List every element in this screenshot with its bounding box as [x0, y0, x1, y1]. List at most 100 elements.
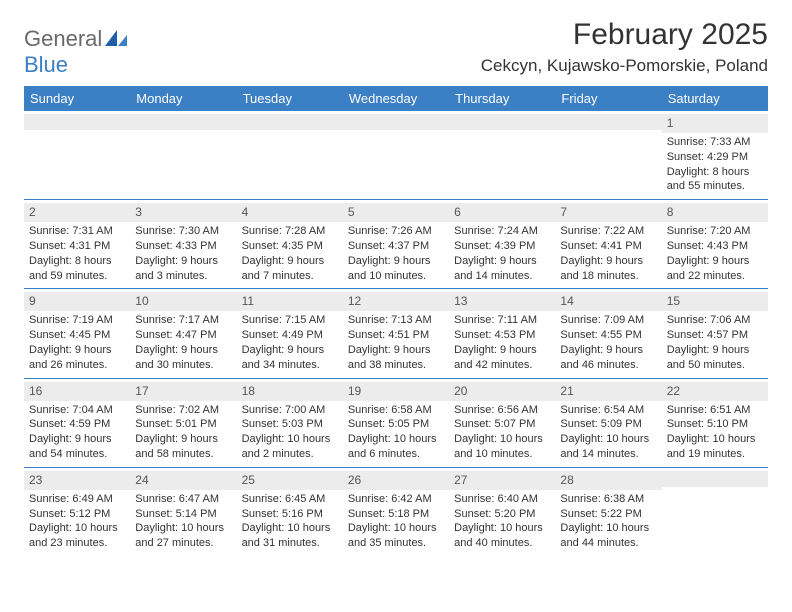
day-cell: 12Sunrise: 7:13 AMSunset: 4:51 PMDayligh… — [343, 289, 449, 377]
title-block: February 2025 Cekcyn, Kujawsko-Pomorskie… — [481, 18, 768, 76]
day-cell: 4Sunrise: 7:28 AMSunset: 4:35 PMDaylight… — [237, 200, 343, 288]
day-cell: 23Sunrise: 6:49 AMSunset: 5:12 PMDayligh… — [24, 468, 130, 556]
day-number-band: 10 — [130, 292, 236, 311]
sunrise-text: Sunrise: 7:13 AM — [348, 313, 444, 328]
daylight-text: Daylight: 9 hours and 7 minutes. — [242, 254, 338, 284]
day-number-band: 13 — [449, 292, 555, 311]
daylight-text: Daylight: 10 hours and 19 minutes. — [667, 432, 763, 462]
day-cell: 24 Sunrise: 6:47 AMSunset: 5:14 PMDayligh… — [130, 468, 236, 556]
day-cell: 11Sunrise: 7:15 AMSunset: 4:49 PMDayligh… — [237, 289, 343, 377]
day-number: 3 — [135, 205, 142, 219]
sunrise-text: Sunrise: 6:49 AM — [29, 492, 125, 507]
day-number-band: 25 — [237, 471, 343, 490]
sunrise-text: Sunrise: 7:09 AM — [560, 313, 656, 328]
empty-day-band — [24, 114, 130, 130]
sunrise-text: Sunrise: 7:20 AM — [667, 224, 763, 239]
day-number: 24 — [135, 473, 148, 487]
day-number-band: 3 — [130, 203, 236, 222]
day-cell: 25Sunrise: 6:45 AMSunset: 5:16 PMDayligh… — [237, 468, 343, 556]
day-cell: 22Sunrise: 6:51 AMSunset: 5:10 PMDayligh… — [662, 379, 768, 467]
day-number-band: 14 — [555, 292, 661, 311]
sunset-text: Sunset: 4:35 PM — [242, 239, 338, 254]
calendar-page: General Blue February 2025 Cekcyn, Kujaw… — [0, 0, 792, 556]
day-number: 12 — [348, 294, 361, 308]
sunset-text: Sunset: 4:45 PM — [29, 328, 125, 343]
header-row: General Blue February 2025 Cekcyn, Kujaw… — [24, 18, 768, 78]
sunset-text: Sunset: 4:31 PM — [29, 239, 125, 254]
sunrise-text: Sunrise: 7:02 AM — [135, 403, 231, 418]
day-number-band: 12 — [343, 292, 449, 311]
day-number: 9 — [29, 294, 36, 308]
sunrise-text: Sunrise: 7:24 AM — [454, 224, 550, 239]
day-cell: 28Sunrise: 6:38 AMSunset: 5:22 PMDayligh… — [555, 468, 661, 556]
daylight-text: Daylight: 8 hours and 55 minutes. — [667, 165, 763, 195]
day-number: 8 — [667, 205, 674, 219]
day-number-band: 11 — [237, 292, 343, 311]
sunset-text: Sunset: 5:05 PM — [348, 417, 444, 432]
sunrise-text: Sunrise: 7:26 AM — [348, 224, 444, 239]
daylight-text: Daylight: 10 hours and 35 minutes. — [348, 521, 444, 551]
sunset-text: Sunset: 5:16 PM — [242, 507, 338, 522]
day-cell — [237, 111, 343, 199]
daylight-text: Daylight: 9 hours and 18 minutes. — [560, 254, 656, 284]
day-cell — [555, 111, 661, 199]
sunset-text: Sunset: 4:51 PM — [348, 328, 444, 343]
sunset-text: Sunset: 4:53 PM — [454, 328, 550, 343]
day-cell: 27Sunrise: 6:40 AMSunset: 5:20 PMDayligh… — [449, 468, 555, 556]
day-number-band: 22 — [662, 382, 768, 401]
daylight-text: Daylight: 9 hours and 54 minutes. — [29, 432, 125, 462]
sunset-text: Sunset: 5:18 PM — [348, 507, 444, 522]
day-number-band: 2 — [24, 203, 130, 222]
dow-sat: Saturday — [662, 86, 768, 111]
daylight-text: Daylight: 10 hours and 14 minutes. — [560, 432, 656, 462]
day-number: 2 — [29, 205, 36, 219]
sunset-text: Sunset: 5:10 PM — [667, 417, 763, 432]
daylight-text: Daylight: 10 hours and 27 minutes. — [135, 521, 231, 551]
sunrise-text: Sunrise: 6:45 AM — [242, 492, 338, 507]
day-cell: 2Sunrise: 7:31 AMSunset: 4:31 PMDaylight… — [24, 200, 130, 288]
location-text: Cekcyn, Kujawsko-Pomorskie, Poland — [481, 56, 768, 76]
day-cell: 1Sunrise: 7:33 AMSunset: 4:29 PMDaylight… — [662, 111, 768, 199]
logo-word2: Blue — [24, 52, 68, 77]
sunset-text: Sunset: 4:29 PM — [667, 150, 763, 165]
dow-tue: Tuesday — [237, 86, 343, 111]
day-cell — [130, 111, 236, 199]
empty-day-band — [662, 471, 768, 487]
sunset-text: Sunset: 5:14 PM — [135, 507, 231, 522]
day-cell: 5Sunrise: 7:26 AMSunset: 4:37 PMDaylight… — [343, 200, 449, 288]
day-number-band: 4 — [237, 203, 343, 222]
sunrise-text: Sunrise: 6:47 AM — [135, 492, 231, 507]
day-number-band: 27 — [449, 471, 555, 490]
sunrise-text: Sunrise: 7:19 AM — [29, 313, 125, 328]
day-number-band: 18 — [237, 382, 343, 401]
day-number: 15 — [667, 294, 680, 308]
sunset-text: Sunset: 4:59 PM — [29, 417, 125, 432]
sunrise-text: Sunrise: 7:30 AM — [135, 224, 231, 239]
day-cell: 26 Sunrise: 6:42 AMSunset: 5:18 PMDayligh… — [343, 468, 449, 556]
week-row: 16Sunrise: 7:04 AMSunset: 4:59 PMDayligh… — [24, 378, 768, 467]
day-cell: 13Sunrise: 7:11 AMSunset: 4:53 PMDayligh… — [449, 289, 555, 377]
day-cell: 3Sunrise: 7:30 AMSunset: 4:33 PMDaylight… — [130, 200, 236, 288]
dow-sun: Sunday — [24, 86, 130, 111]
sunset-text: Sunset: 4:41 PM — [560, 239, 656, 254]
dow-thu: Thursday — [449, 86, 555, 111]
day-number-band: 24 — [130, 471, 236, 490]
daylight-text: Daylight: 9 hours and 14 minutes. — [454, 254, 550, 284]
day-number: 25 — [242, 473, 255, 487]
day-number: 19 — [348, 384, 361, 398]
sunset-text: Sunset: 5:22 PM — [560, 507, 656, 522]
sunset-text: Sunset: 5:03 PM — [242, 417, 338, 432]
day-number: 28 — [560, 473, 573, 487]
day-number: 13 — [454, 294, 467, 308]
day-number: 10 — [135, 294, 148, 308]
day-cell: 9Sunrise: 7:19 AMSunset: 4:45 PMDaylight… — [24, 289, 130, 377]
daylight-text: Daylight: 10 hours and 44 minutes. — [560, 521, 656, 551]
sunrise-text: Sunrise: 7:22 AM — [560, 224, 656, 239]
day-number-band: 6 — [449, 203, 555, 222]
sunrise-text: Sunrise: 7:15 AM — [242, 313, 338, 328]
weeks-container: 1Sunrise: 7:33 AMSunset: 4:29 PMDaylight… — [24, 111, 768, 556]
sunset-text: Sunset: 5:07 PM — [454, 417, 550, 432]
day-number: 6 — [454, 205, 461, 219]
sunrise-text: Sunrise: 6:42 AM — [348, 492, 444, 507]
day-number-band: 26 — [343, 471, 449, 490]
